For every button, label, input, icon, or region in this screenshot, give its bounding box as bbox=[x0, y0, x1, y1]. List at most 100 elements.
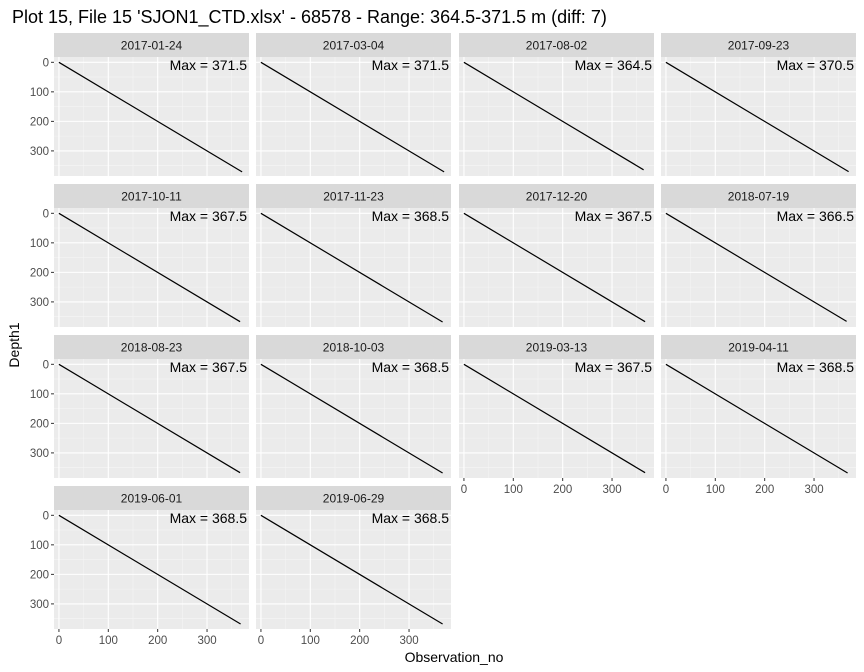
facet-panel: 2018-10-03 Max = 368.5 bbox=[256, 335, 451, 478]
facet-strip bbox=[661, 33, 856, 57]
facet-strip bbox=[54, 486, 249, 510]
series-line bbox=[665, 61, 849, 173]
y-tick-label: 200 bbox=[30, 116, 49, 128]
max-annotation: Max = 367.5 bbox=[170, 208, 248, 224]
facet-strip bbox=[459, 184, 654, 208]
x-tick-label: 100 bbox=[706, 484, 725, 496]
facet-strip-label: 2019-06-01 bbox=[121, 492, 183, 506]
y-tick-label: 100 bbox=[30, 87, 49, 99]
facet-strip bbox=[256, 335, 451, 359]
max-annotation: Max = 367.5 bbox=[170, 359, 248, 375]
facet-strip bbox=[256, 486, 451, 510]
facet-panel: 2017-09-23 Max = 370.5 bbox=[661, 33, 856, 176]
x-tick-label: 100 bbox=[301, 635, 320, 647]
max-annotation: Max = 371.5 bbox=[372, 57, 450, 73]
max-annotation: Max = 368.5 bbox=[372, 510, 450, 526]
x-tick-label: 200 bbox=[553, 484, 572, 496]
series-line bbox=[260, 61, 445, 173]
facet-strip-label: 2017-03-04 bbox=[323, 39, 385, 53]
x-tick-label: 200 bbox=[148, 635, 167, 647]
y-tick-label: 200 bbox=[30, 267, 49, 279]
max-annotation: Max = 370.5 bbox=[777, 57, 855, 73]
series-line bbox=[58, 514, 241, 625]
facet-strip bbox=[661, 184, 856, 208]
facet-strip-label: 2017-12-20 bbox=[526, 190, 588, 204]
facet-strip-label: 2018-10-03 bbox=[323, 341, 385, 355]
x-axis-title: Observation_no bbox=[405, 649, 504, 665]
facet-strip-label: 2017-08-02 bbox=[526, 39, 588, 53]
series-line bbox=[260, 514, 443, 625]
facet-panel: 2018-08-23 Max = 367.5 0 100 200 300 bbox=[30, 335, 249, 478]
x-tick-label: 0 bbox=[56, 635, 62, 647]
max-annotation: Max = 368.5 bbox=[372, 359, 450, 375]
series-line bbox=[463, 61, 644, 171]
max-annotation: Max = 368.5 bbox=[170, 510, 248, 526]
max-annotation: Max = 371.5 bbox=[170, 57, 248, 73]
facet-strip bbox=[256, 33, 451, 57]
y-tick-label: 0 bbox=[43, 359, 49, 371]
y-tick-label: 100 bbox=[30, 540, 49, 552]
y-tick-label: 200 bbox=[30, 418, 49, 430]
series-line bbox=[58, 212, 241, 323]
max-annotation: Max = 368.5 bbox=[372, 208, 450, 224]
series-line bbox=[665, 212, 847, 322]
facet-panels: 2017-01-24 Max = 371.5 0 100 200 300 2017-03-0… bbox=[30, 33, 856, 647]
x-tick-label: 200 bbox=[755, 484, 774, 496]
x-tick-label: 300 bbox=[197, 635, 216, 647]
series-line bbox=[58, 363, 241, 474]
y-tick-label: 0 bbox=[43, 208, 49, 220]
max-annotation: Max = 364.5 bbox=[575, 57, 653, 73]
facet-panel: 2019-06-29 Max = 368.5 0 100 200 300 bbox=[256, 486, 451, 647]
y-tick-label: 300 bbox=[30, 146, 49, 158]
y-tick-label: 200 bbox=[30, 569, 49, 581]
series-line bbox=[463, 363, 646, 474]
facet-strip-label: 2018-07-19 bbox=[728, 190, 790, 204]
facet-strip bbox=[54, 184, 249, 208]
series-line bbox=[58, 61, 243, 173]
facet-strip bbox=[459, 335, 654, 359]
x-tick-label: 200 bbox=[350, 635, 369, 647]
facet-panel: 2017-12-20 Max = 367.5 bbox=[459, 184, 654, 327]
y-tick-label: 0 bbox=[43, 510, 49, 522]
series-line bbox=[463, 212, 646, 323]
y-tick-label: 300 bbox=[30, 448, 49, 460]
facet-panel: 2018-07-19 Max = 366.5 bbox=[661, 184, 856, 327]
series-line bbox=[260, 212, 443, 323]
facet-panel: 2017-11-23 Max = 368.5 bbox=[256, 184, 451, 327]
facet-strip-label: 2019-04-11 bbox=[728, 341, 789, 355]
chart-title: Plot 15, File 15 'SJON1_CTD.xlsx' - 6857… bbox=[12, 7, 607, 28]
facet-strip-label: 2019-06-29 bbox=[323, 492, 385, 506]
facet-strip-label: 2017-09-23 bbox=[728, 39, 790, 53]
facet-strip-label: 2017-01-24 bbox=[121, 39, 183, 53]
x-tick-label: 0 bbox=[258, 635, 264, 647]
facet-strip bbox=[54, 33, 249, 57]
x-tick-label: 300 bbox=[602, 484, 621, 496]
y-tick-label: 100 bbox=[30, 389, 49, 401]
facet-panel: 2017-03-04 Max = 371.5 bbox=[256, 33, 451, 176]
x-tick-label: 300 bbox=[804, 484, 823, 496]
series-line bbox=[260, 363, 443, 474]
x-tick-label: 100 bbox=[504, 484, 523, 496]
facet-strip-label: 2017-11-23 bbox=[323, 190, 384, 204]
facet-strip-label: 2019-03-13 bbox=[526, 341, 588, 355]
series-line bbox=[665, 363, 848, 474]
y-tick-label: 300 bbox=[30, 297, 49, 309]
facet-strip bbox=[256, 184, 451, 208]
facet-strip bbox=[661, 335, 856, 359]
y-tick-label: 0 bbox=[43, 57, 49, 69]
x-tick-label: 300 bbox=[399, 635, 418, 647]
facet-panel: 2017-10-11 Max = 367.5 0 100 200 300 bbox=[30, 184, 249, 327]
max-annotation: Max = 367.5 bbox=[575, 208, 653, 224]
max-annotation: Max = 366.5 bbox=[777, 208, 855, 224]
facet-panel: 2017-08-02 Max = 364.5 bbox=[459, 33, 654, 176]
facet-panel: 2019-04-11 Max = 368.5 0 100 200 300 bbox=[661, 335, 856, 496]
facet-strip bbox=[459, 33, 654, 57]
facet-strip-label: 2017-10-11 bbox=[121, 190, 182, 204]
y-tick-label: 100 bbox=[30, 238, 49, 250]
x-tick-label: 0 bbox=[461, 484, 467, 496]
max-annotation: Max = 368.5 bbox=[777, 359, 855, 375]
facet-panel: 2017-01-24 Max = 371.5 0 100 200 300 bbox=[30, 33, 249, 176]
facet-panel: 2019-06-01 Max = 368.5 0 100 200 300 0 100 200 30… bbox=[30, 486, 249, 647]
facet-strip bbox=[54, 335, 249, 359]
